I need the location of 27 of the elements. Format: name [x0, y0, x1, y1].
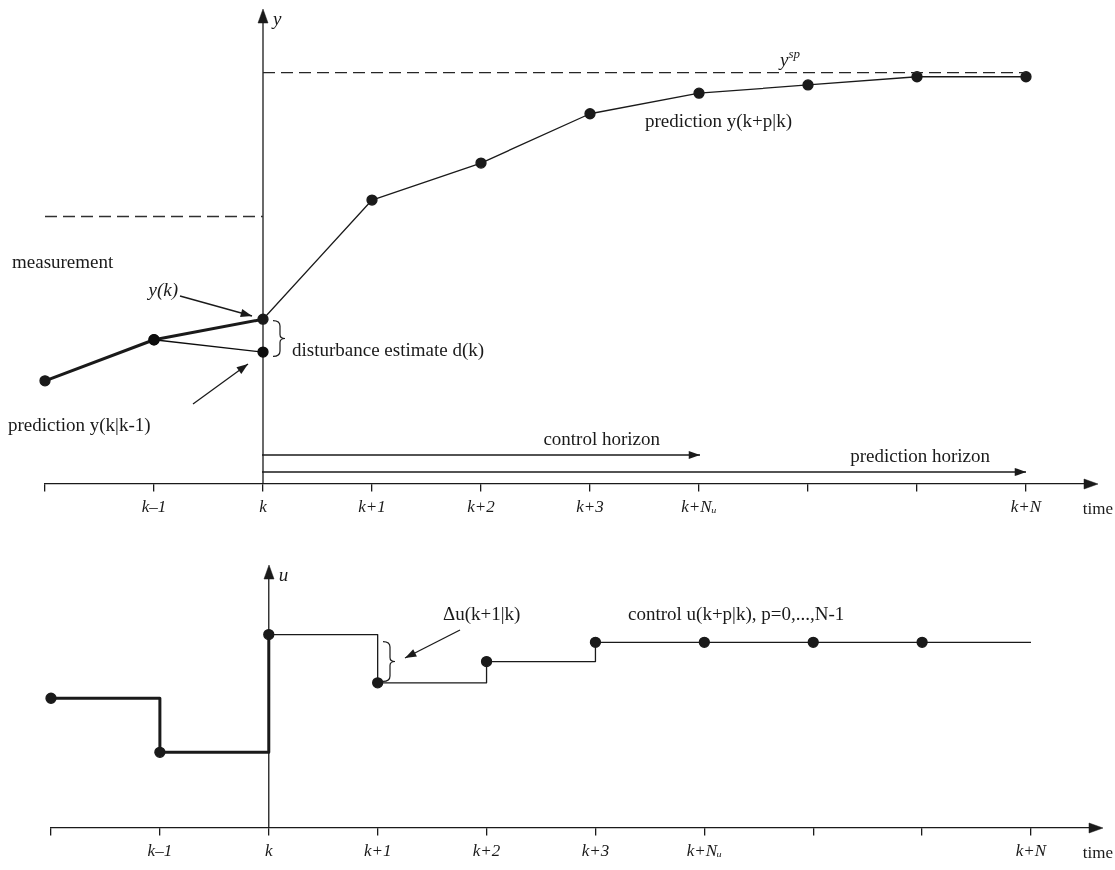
- x-axis-title: time: [1082, 498, 1113, 518]
- x-tick-label: k: [259, 497, 268, 517]
- x-tick-label: k+1: [358, 497, 386, 517]
- text: Δu(k+1|k): [443, 603, 521, 625]
- text: control u(k+p|k), p=0,...,N-1: [628, 603, 845, 625]
- annotation: prediction y(k+p|k): [645, 110, 792, 132]
- x-tick-label: k: [265, 841, 273, 861]
- annotation: prediction horizon: [850, 445, 991, 466]
- x-tick-label: k+Nᵤ: [681, 497, 717, 517]
- x-tick-label: k+3: [576, 497, 604, 517]
- x-tick-label: k+N: [1010, 497, 1043, 517]
- y-axis-title: u: [278, 564, 289, 585]
- x-axis-title: time: [1082, 842, 1113, 862]
- annotation: y(k): [146, 279, 179, 301]
- x-tick-label: k–1: [141, 497, 167, 517]
- annotation: measurement: [12, 251, 115, 272]
- x-tick-label: k+2: [472, 841, 501, 861]
- x-tick-label: k+2: [467, 497, 496, 517]
- annotation: prediction y(k|k-1): [8, 414, 151, 436]
- x-tick-label: k+N: [1015, 841, 1048, 861]
- x-tick-label: k–1: [147, 841, 173, 861]
- x-tick-label: k+Nᵤ: [686, 841, 723, 861]
- annotation: control horizon: [543, 428, 661, 449]
- y-axis-title: y: [271, 8, 282, 29]
- annotation: disturbance estimate d(k): [292, 339, 485, 361]
- x-tick-label: k+1: [363, 841, 392, 861]
- x-tick-label: k+3: [581, 841, 610, 861]
